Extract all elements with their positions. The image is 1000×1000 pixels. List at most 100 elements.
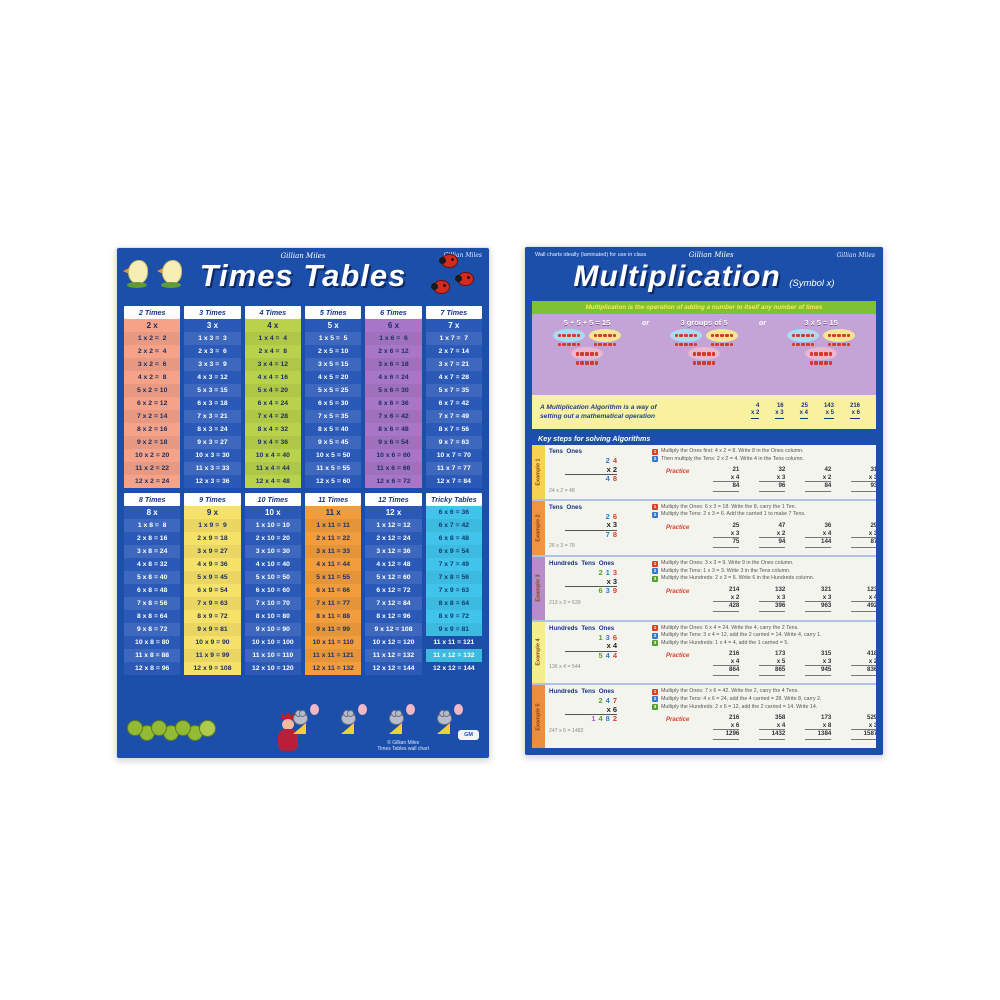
- counter-dot: [577, 343, 581, 347]
- practice-rule: [851, 674, 876, 678]
- table-body: 11 x 1 x 11 = 11 2 x 11 = 22 3 x 11 = 33 4 x…: [304, 506, 362, 675]
- practice-multiplier: x 2: [822, 473, 832, 481]
- place-digit: 6: [612, 632, 617, 642]
- table-fact: 7 x 3 = 21: [184, 410, 241, 423]
- title-row: Multiplication (Symbol x): [525, 260, 883, 294]
- counter-dot: [801, 333, 805, 338]
- table-fact: 12 x 5 = 60: [316, 478, 351, 485]
- table-header: Tricky Tables: [425, 493, 482, 506]
- counter-dot: [824, 361, 828, 365]
- ladybug-icon: [455, 272, 474, 286]
- multiplication-poster: Wall charts ideally (laminated) for use …: [524, 246, 884, 756]
- step-number: 1: [652, 688, 658, 695]
- table-fact: 9 x 4 = 36: [244, 436, 301, 449]
- table-fact: 4 x 4 = 16: [257, 374, 289, 381]
- example-section: Example 2 Tens Ones 2 6 x 3 7 8 26 x 3 = 78 1 Mul…: [532, 500, 876, 558]
- brand-script: Gillian Miles: [688, 251, 734, 259]
- counter-dot: [595, 361, 599, 365]
- counter-dot: [791, 333, 795, 338]
- table-fact: 7 x 2 = 14: [124, 410, 181, 423]
- table-fact: 4 x 2 = 8: [137, 374, 167, 381]
- groups-row: [775, 347, 867, 365]
- counter-dot: [829, 361, 833, 365]
- place-digit: 4: [612, 650, 617, 660]
- place-value-headers: Tens Ones: [549, 503, 582, 511]
- table-header: 3 Times: [184, 306, 241, 319]
- table-fact: 2 x 7 = 14: [438, 348, 470, 355]
- practice-rule: [759, 610, 786, 614]
- counter-dot: [819, 361, 823, 365]
- counter-dot: [806, 343, 810, 347]
- example-tab-label: Example 2: [535, 514, 542, 542]
- counter-dot: [811, 343, 815, 347]
- counter-dot: [819, 352, 823, 356]
- definition-banner: Multiplication is the operation of addin…: [532, 301, 876, 314]
- table-fact: 7 x 5 = 35: [304, 410, 362, 423]
- example-steps: 1 Multiply the Ones: 6 x 3 = 18. Write th…: [652, 504, 876, 553]
- practice-answer: 84: [713, 481, 740, 490]
- practice-answer: 963: [805, 601, 832, 610]
- place-digit: 5: [598, 650, 603, 660]
- place-digit: 7: [605, 529, 610, 539]
- counter-dot: [842, 333, 846, 338]
- example-tab: Example 2: [532, 500, 545, 556]
- practice-problem: 36 x 4 144: [805, 522, 832, 550]
- mini-algorithm: 216 x 6: [849, 403, 860, 422]
- times-table-column: 10 Times 10 x 1 x 10 = 10 2 x 10 = 20 3 x 10…: [244, 493, 301, 675]
- table-header: 11 Times: [304, 493, 362, 506]
- table-subheader: 8 x: [146, 508, 158, 517]
- practice-answer: 144: [805, 537, 832, 546]
- practice-label: Practice: [666, 653, 690, 660]
- practice-top: 321: [821, 586, 832, 594]
- table-fact: 3 x 8 = 24: [124, 545, 181, 558]
- group-of-five: [805, 347, 837, 365]
- practice-multiplier: x 4: [730, 473, 740, 481]
- practice-answer: 864: [713, 665, 740, 674]
- group-oval: [805, 347, 837, 361]
- counter-dot: [791, 343, 795, 347]
- practice-top: 25: [732, 522, 740, 530]
- step-text: Multiply the Ones first: 4 x 2 = 8. Writ…: [661, 448, 804, 454]
- counter-dot: [572, 333, 576, 338]
- table-fact: 2 x 9 = 18: [197, 535, 228, 542]
- algorithm-multiplier-row: x 3: [606, 520, 617, 530]
- group-of-five: [571, 347, 603, 365]
- practice-top: 36: [824, 522, 832, 530]
- practice-rule: [713, 610, 740, 614]
- table-fact: 2 x 8 = 16: [136, 535, 168, 542]
- practice-top: 132: [775, 586, 786, 594]
- table-fact: 2 x 5 = 10: [317, 348, 349, 355]
- counter-dot: [847, 343, 851, 347]
- representation-heading: 3 groups of 5: [680, 318, 728, 327]
- place-digit: 2: [598, 568, 603, 578]
- counter-row: [674, 343, 698, 347]
- mini-algorithm: 16 x 3: [775, 403, 784, 422]
- table-body: 12 x 1 x 12 = 12 2 x 12 = 24 3 x 12 = 36 4 x…: [365, 506, 422, 675]
- counter-dot: [689, 333, 693, 338]
- times-table-column: 2 Times 2 x 1 x 2 = 2 2 x 2 = 4 3 x 2 = 6 4 x…: [124, 306, 181, 488]
- counter-dot: [684, 343, 688, 347]
- example-body: Tens Ones 2 6 x 3 7 8 26 x 3 = 78 1 Multiply the…: [545, 501, 876, 555]
- step-line: 3 Multiply the Hundreds: 2 x 6 = 12, add …: [652, 704, 876, 712]
- place-digit: 4: [605, 696, 610, 706]
- table-body: 5 x 1 x 5 = 5 2 x 5 = 10 3 x 5 = 15 4 x 5 = …: [304, 319, 362, 488]
- mouse-with-cheese-icon: [293, 704, 319, 734]
- mini-algorithm: 25 x 4: [799, 403, 808, 422]
- practice-top: 31: [870, 466, 876, 474]
- practice-problem: 25 x 3 75: [713, 522, 740, 550]
- practice-problem: 31x 393: [851, 466, 876, 494]
- step-number: 3: [652, 640, 658, 647]
- practice-problem: 173 x 8 1384: [805, 714, 832, 742]
- practice-rule: [805, 610, 832, 614]
- group-of-five: [787, 329, 819, 347]
- group-of-five: [553, 329, 585, 347]
- example-body: Hundreds Tens Ones 2 1 3 x 3 6 3 9 213 x 3 = 639…: [545, 557, 876, 619]
- example-section: Example 4 Hundreds Tens Ones 1 3 6 x 4 5 4 4 136 …: [532, 621, 876, 686]
- table-fact: 4 x 7 = 28: [438, 374, 470, 381]
- practice-top: 315: [821, 650, 832, 658]
- table-header: 9 Times: [184, 493, 241, 506]
- practice-problem: 216 x 4 864: [713, 650, 740, 678]
